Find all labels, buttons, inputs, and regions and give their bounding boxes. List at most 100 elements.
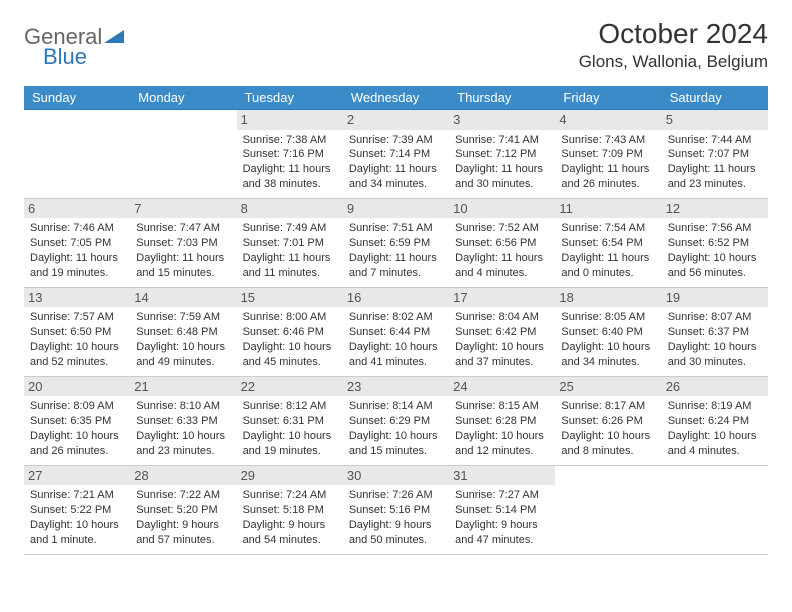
cell-text: Sunset: 6:28 PM	[455, 414, 549, 429]
calendar-cell: 24Sunrise: 8:15 AMSunset: 6:28 PMDayligh…	[449, 376, 555, 465]
cell-text: Sunrise: 8:17 AM	[561, 399, 655, 414]
cell-text: Sunrise: 8:15 AM	[455, 399, 549, 414]
cell-text: Sunrise: 7:47 AM	[136, 221, 230, 236]
calendar-cell: 29Sunrise: 7:24 AMSunset: 5:18 PMDayligh…	[237, 465, 343, 554]
calendar-head: SundayMondayTuesdayWednesdayThursdayFrid…	[24, 86, 768, 110]
cell-text: Sunset: 7:14 PM	[349, 147, 443, 162]
cell-text: and 11 minutes.	[243, 266, 337, 281]
calendar-cell: 28Sunrise: 7:22 AMSunset: 5:20 PMDayligh…	[130, 465, 236, 554]
cell-text: Daylight: 10 hours	[668, 340, 762, 355]
calendar-row: 27Sunrise: 7:21 AMSunset: 5:22 PMDayligh…	[24, 465, 768, 554]
calendar-cell	[130, 110, 236, 199]
calendar-cell: 18 Sunrise: 8:05 AMSunset: 6:40 PMDayligh…	[555, 287, 661, 376]
cell-text: Sunset: 6:26 PM	[561, 414, 655, 429]
cell-text: Daylight: 9 hours	[455, 518, 549, 533]
day-number: 16	[343, 288, 449, 308]
calendar-row: 6Sunrise: 7:46 AMSunset: 7:05 PMDaylight…	[24, 198, 768, 287]
cell-text: Sunrise: 7:41 AM	[455, 133, 549, 148]
day-number: 23	[343, 377, 449, 397]
cell-text: Sunrise: 8:02 AM	[349, 310, 443, 325]
calendar-cell: 31Sunrise: 7:27 AMSunset: 5:14 PMDayligh…	[449, 465, 555, 554]
cell-text: Sunset: 6:59 PM	[349, 236, 443, 251]
header: General October 2024 Glons, Wallonia, Be…	[24, 18, 768, 72]
cell-text: Sunset: 5:14 PM	[455, 503, 549, 518]
calendar-cell: 2Sunrise: 7:39 AMSunset: 7:14 PMDaylight…	[343, 110, 449, 199]
cell-text: Sunset: 6:40 PM	[561, 325, 655, 340]
calendar-cell: 20 Sunrise: 8:09 AMSunset: 6:35 PMDayligh…	[24, 376, 130, 465]
cell-text: Daylight: 11 hours	[349, 162, 443, 177]
cell-text: and 47 minutes.	[455, 533, 549, 548]
calendar-cell: 6Sunrise: 7:46 AMSunset: 7:05 PMDaylight…	[24, 198, 130, 287]
cell-text: Sunset: 6:50 PM	[30, 325, 124, 340]
calendar-cell: 9Sunrise: 7:51 AMSunset: 6:59 PMDaylight…	[343, 198, 449, 287]
cell-text: Sunset: 6:35 PM	[30, 414, 124, 429]
weekday-header: Monday	[130, 86, 236, 110]
cell-text: Sunset: 6:52 PM	[668, 236, 762, 251]
cell-text: and 50 minutes.	[349, 533, 443, 548]
cell-text: Daylight: 11 hours	[561, 251, 655, 266]
cell-text: Sunset: 6:33 PM	[136, 414, 230, 429]
cell-text: and 38 minutes.	[243, 177, 337, 192]
day-number: 18	[555, 288, 661, 308]
cell-text: Sunrise: 7:22 AM	[136, 488, 230, 503]
day-number: 8	[237, 199, 343, 219]
cell-text: and 23 minutes.	[668, 177, 762, 192]
day-number: 4	[555, 110, 661, 130]
cell-text: Daylight: 10 hours	[561, 340, 655, 355]
day-number: 27	[24, 466, 130, 486]
cell-text: Sunset: 6:31 PM	[243, 414, 337, 429]
calendar-cell: 13Sunrise: 7:57 AMSunset: 6:50 PMDayligh…	[24, 287, 130, 376]
cell-text: Daylight: 9 hours	[136, 518, 230, 533]
cell-text: Sunset: 6:46 PM	[243, 325, 337, 340]
cell-text: Sunrise: 8:07 AM	[668, 310, 762, 325]
cell-text: and 30 minutes.	[668, 355, 762, 370]
day-number: 1	[237, 110, 343, 130]
day-number: 26	[662, 377, 768, 397]
cell-text: and 52 minutes.	[30, 355, 124, 370]
cell-text: Sunrise: 7:56 AM	[668, 221, 762, 236]
cell-text: and 57 minutes.	[136, 533, 230, 548]
cell-text: Sunset: 7:16 PM	[243, 147, 337, 162]
day-number: 9	[343, 199, 449, 219]
weekday-header: Friday	[555, 86, 661, 110]
calendar-cell: 26Sunrise: 8:19 AMSunset: 6:24 PMDayligh…	[662, 376, 768, 465]
cell-text: Sunset: 7:05 PM	[30, 236, 124, 251]
day-number: 30	[343, 466, 449, 486]
cell-text: and 56 minutes.	[668, 266, 762, 281]
day-number: 24	[449, 377, 555, 397]
day-number: 20	[24, 377, 130, 397]
cell-text: Daylight: 10 hours	[668, 429, 762, 444]
cell-text: Sunrise: 7:57 AM	[30, 310, 124, 325]
cell-text: and 49 minutes.	[136, 355, 230, 370]
cell-text: Sunset: 6:48 PM	[136, 325, 230, 340]
cell-text: Sunrise: 8:09 AM	[30, 399, 124, 414]
cell-text: Sunset: 6:24 PM	[668, 414, 762, 429]
calendar-cell: 4Sunrise: 7:43 AMSunset: 7:09 PMDaylight…	[555, 110, 661, 199]
day-number: 22	[237, 377, 343, 397]
cell-text: Daylight: 10 hours	[349, 429, 443, 444]
day-number: 21	[130, 377, 236, 397]
location: Glons, Wallonia, Belgium	[579, 52, 768, 72]
weekday-header: Thursday	[449, 86, 555, 110]
cell-text: Sunset: 7:12 PM	[455, 147, 549, 162]
calendar-cell	[24, 110, 130, 199]
cell-text: Sunrise: 7:46 AM	[30, 221, 124, 236]
cell-text: Sunrise: 7:43 AM	[561, 133, 655, 148]
calendar-cell: 22Sunrise: 8:12 AMSunset: 6:31 PMDayligh…	[237, 376, 343, 465]
cell-text: Sunrise: 7:26 AM	[349, 488, 443, 503]
cell-text: and 7 minutes.	[349, 266, 443, 281]
cell-text: Sunrise: 7:49 AM	[243, 221, 337, 236]
cell-text: and 19 minutes.	[243, 444, 337, 459]
cell-text: Daylight: 10 hours	[30, 429, 124, 444]
cell-text: and 1 minute.	[30, 533, 124, 548]
cell-text: and 12 minutes.	[455, 444, 549, 459]
day-number: 10	[449, 199, 555, 219]
cell-text: Daylight: 11 hours	[349, 251, 443, 266]
cell-text: Sunrise: 7:21 AM	[30, 488, 124, 503]
cell-text: Sunset: 6:56 PM	[455, 236, 549, 251]
cell-text: Sunrise: 7:24 AM	[243, 488, 337, 503]
cell-text: Sunrise: 8:05 AM	[561, 310, 655, 325]
cell-text: Daylight: 11 hours	[455, 251, 549, 266]
month-title: October 2024	[579, 18, 768, 50]
cell-text: and 19 minutes.	[30, 266, 124, 281]
